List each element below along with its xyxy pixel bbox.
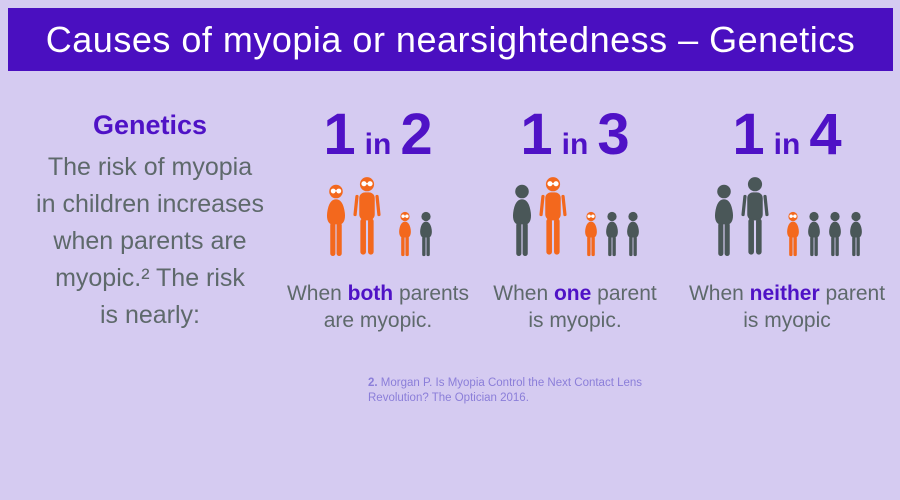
ratio-column: 1 in 3 When one parent: [477, 104, 673, 334]
figure-adult-female: [714, 184, 733, 256]
ratio-numerator: 1: [323, 102, 356, 167]
caption-line2: is myopic: [743, 309, 831, 332]
footnote-text1: Morgan P. Is Myopia Control the Next Con…: [380, 377, 643, 389]
caption-prefix: When: [493, 282, 554, 305]
title-banner: Causes of myopia or nearsightedness – Ge…: [8, 8, 893, 71]
figure-child-with-glasses: [398, 211, 411, 257]
family-figures: [322, 170, 435, 258]
caption: When both parents are myopic.: [287, 280, 469, 334]
footnote-line1: 2. Morgan P. Is Myopia Control the Next …: [368, 376, 668, 391]
page-title: Causes of myopia or nearsightedness – Ge…: [45, 18, 856, 60]
ratio-heading: 1 in 4: [732, 104, 841, 166]
ratio-denominator: 3: [597, 102, 630, 167]
intro-block: Genetics The risk of myopia in children …: [15, 110, 285, 334]
figure-child: [807, 211, 820, 257]
figure-child: [627, 211, 639, 257]
caption-suffix: parents: [393, 282, 470, 305]
figure-child: [419, 211, 432, 257]
caption-prefix: When: [286, 282, 348, 305]
caption-prefix: When: [688, 282, 750, 305]
figure-adult-male-with-glasses: [539, 177, 567, 255]
figure-child-with-glasses: [786, 211, 799, 257]
intro-line: in children increases: [36, 190, 264, 218]
figure-adult-female-with-glasses: [326, 184, 345, 256]
caption-line2: are myopic.: [323, 309, 433, 332]
ratio-preposition: in: [364, 128, 392, 161]
ratio-preposition: in: [561, 128, 589, 161]
family-figures: [508, 170, 642, 258]
ratio-heading: 1 in 2: [323, 104, 432, 166]
intro-heading: Genetics: [92, 110, 208, 140]
family-figures: [710, 170, 865, 258]
ratio-preposition: in: [773, 128, 801, 161]
caption: When one parent is myopic.: [493, 280, 656, 334]
intro-line: myopic.² The risk: [55, 264, 245, 292]
caption-suffix: parent: [591, 282, 657, 305]
footnote: 2. Morgan P. Is Myopia Control the Next …: [368, 376, 668, 406]
figure-adult-male: [740, 177, 769, 255]
caption-suffix: parent: [819, 282, 886, 305]
figure-child: [828, 211, 841, 257]
footnote-text2: Revolution? The Optician 2016.: [368, 392, 529, 404]
caption-highlight: one: [553, 282, 592, 305]
ratio-denominator: 2: [400, 102, 433, 167]
ratio-numerator: 1: [520, 102, 553, 167]
caption: When neither parent is myopic: [689, 280, 885, 334]
caption-highlight: both: [347, 282, 394, 305]
figure-adult-male-with-glasses: [352, 177, 381, 255]
caption-highlight: neither: [749, 282, 820, 305]
figure-child: [849, 211, 862, 257]
figure-adult-female: [512, 184, 532, 256]
figure-child-with-glasses: [585, 211, 597, 257]
ratio-numerator: 1: [732, 102, 765, 167]
ratio-column: 1 in 4 W: [679, 104, 895, 334]
footnote-marker: 2.: [368, 377, 378, 389]
ratio-denominator: 4: [809, 102, 842, 167]
ratio-heading: 1 in 3: [520, 104, 629, 166]
ratio-column: 1 in 2 When both parents are: [280, 104, 476, 334]
caption-line2: is myopic.: [528, 309, 622, 332]
figure-child: [606, 211, 618, 257]
intro-line: is nearly:: [99, 301, 201, 329]
intro-line: The risk of myopia: [47, 153, 253, 181]
intro-line: when parents are: [53, 227, 247, 255]
